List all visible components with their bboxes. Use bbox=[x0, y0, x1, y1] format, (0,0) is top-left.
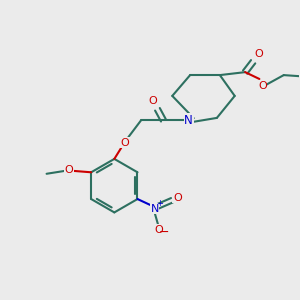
Text: N: N bbox=[184, 114, 193, 127]
Text: +: + bbox=[156, 199, 163, 208]
Text: −: − bbox=[158, 226, 169, 239]
Text: O: O bbox=[173, 193, 182, 203]
Text: O: O bbox=[258, 80, 267, 91]
Text: N: N bbox=[151, 204, 159, 214]
Text: O: O bbox=[154, 225, 163, 235]
Text: O: O bbox=[254, 49, 263, 59]
Text: O: O bbox=[64, 165, 73, 175]
Text: O: O bbox=[148, 96, 157, 106]
Text: O: O bbox=[120, 138, 129, 148]
